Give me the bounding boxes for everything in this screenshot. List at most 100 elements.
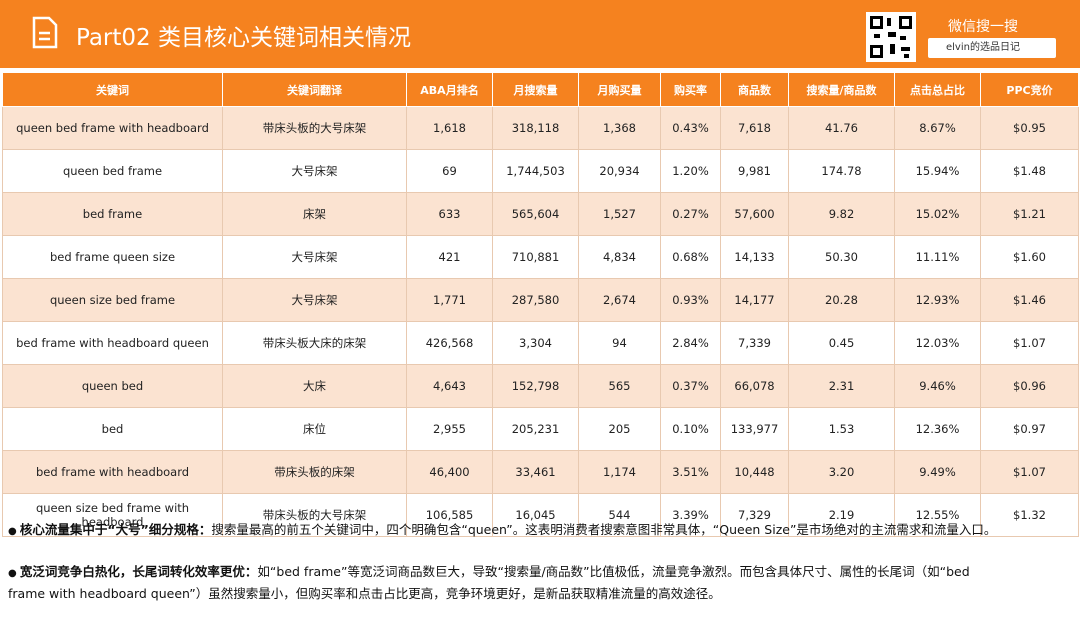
table-row: queen size bed frame with headboard 带床头板的… [2, 493, 1079, 537]
table-cell: queen bed frame [2, 149, 223, 193]
table-cell: 544 [578, 493, 661, 537]
table-cell: 12.03% [894, 321, 981, 365]
table-cell: 1,744,503 [492, 149, 579, 193]
table-cell: 33,461 [492, 450, 579, 494]
table-cell: 12.36% [894, 407, 981, 451]
table-cell: 大号床架 [222, 235, 407, 279]
table-cell: 10,448 [720, 450, 789, 494]
table-cell: 3.20 [788, 450, 895, 494]
table-cell: 106,585 [406, 493, 493, 537]
table-cell: 大床 [222, 364, 407, 408]
table-cell: bed frame queen size [2, 235, 223, 279]
note: ● 宽泛词竞争白热化，长尾词转化效率更优：如“bed frame”等宽泛词商品数… [8, 562, 1008, 604]
column-header: 关键词翻译 [222, 72, 407, 107]
table-cell: queen bed frame with headboard [2, 106, 223, 150]
table-cell: 7,339 [720, 321, 789, 365]
note: ● 核心流量集中于“大号”细分规格：搜索量最高的前五个关键词中，四个明确包含“q… [8, 520, 1008, 542]
column-header: 搜索量/商品数 [788, 72, 895, 107]
note-bold: 核心流量集中于“大号”细分规格： [19, 522, 212, 537]
table-cell: 带床头板的大号床架 [222, 493, 407, 537]
table-cell: 1.53 [788, 407, 895, 451]
notes: ● 核心流量集中于“大号”细分规格：搜索量最高的前五个关键词中，四个明确包含“q… [8, 520, 1008, 624]
bullet: ● [8, 568, 20, 579]
table-cell: 12.93% [894, 278, 981, 322]
table-row: bed 床位 2,955 205,231 205 0.10% 133,977 1.53 12.3… [2, 407, 1079, 451]
table-cell: 152,798 [492, 364, 579, 408]
search-text: elvin的选品日记 [946, 42, 1020, 53]
table-row: queen bed frame with headboard 带床头板的大号床架 1… [2, 106, 1079, 150]
table-cell: 0.68% [660, 235, 721, 279]
page: Part02 类目核心关键词相关情况 微信搜一搜 elvin的选品日记 关键词关… [0, 0, 1080, 601]
table-cell: 9.49% [894, 450, 981, 494]
table-cell: queen bed [2, 364, 223, 408]
table-cell: 421 [406, 235, 493, 279]
table-cell: 9,981 [720, 149, 789, 193]
table-cell: 46,400 [406, 450, 493, 494]
table-cell: 1,527 [578, 192, 661, 236]
table-row: queen bed frame 大号床架 69 1,744,503 20,934 1.20… [2, 149, 1079, 193]
table-cell: 16,045 [492, 493, 579, 537]
table-cell: 133,977 [720, 407, 789, 451]
table-cell: 3.39% [660, 493, 721, 537]
table-cell: 426,568 [406, 321, 493, 365]
table-cell: bed [2, 407, 223, 451]
table-cell: 1,771 [406, 278, 493, 322]
column-header: 购买率 [660, 72, 721, 107]
table-cell: 205 [578, 407, 661, 451]
table-cell: 15.94% [894, 149, 981, 193]
table-cell: 带床头板的大号床架 [222, 106, 407, 150]
table-cell: $1.48 [980, 149, 1079, 193]
table-cell: bed frame [2, 192, 223, 236]
table-cell: 287,580 [492, 278, 579, 322]
header-bar: Part02 类目核心关键词相关情况 微信搜一搜 elvin的选品日记 [0, 0, 1080, 68]
doc-icon [32, 16, 58, 49]
table-cell: 带床头板的床架 [222, 450, 407, 494]
qr-code [866, 12, 916, 62]
table-cell: 2,674 [578, 278, 661, 322]
table-cell: 710,881 [492, 235, 579, 279]
table-cell: 14,133 [720, 235, 789, 279]
table-cell: 12.55% [894, 493, 981, 537]
page-title: Part02 类目核心关键词相关情况 [76, 25, 411, 51]
table-cell: 大号床架 [222, 149, 407, 193]
table-cell: $0.97 [980, 407, 1079, 451]
table-cell: 41.76 [788, 106, 895, 150]
table-cell: 94 [578, 321, 661, 365]
table-row: bed frame with headboard 带床头板的床架 46,400 33,… [2, 450, 1079, 494]
table-cell: 20,934 [578, 149, 661, 193]
column-header: 月购买量 [578, 72, 661, 107]
bullet: ● [8, 526, 20, 537]
table-cell: $0.96 [980, 364, 1079, 408]
note-bold: 宽泛词竞争白热化，长尾词转化效率更优： [19, 564, 258, 579]
table-cell: 69 [406, 149, 493, 193]
table-row: queen size bed frame 大号床架 1,771 287,580 2,67… [2, 278, 1079, 322]
table-cell: 11.11% [894, 235, 981, 279]
table-cell: 8.67% [894, 106, 981, 150]
table-cell: 633 [406, 192, 493, 236]
table-cell: 7,618 [720, 106, 789, 150]
table-cell: 0.43% [660, 106, 721, 150]
table-cell: 1.20% [660, 149, 721, 193]
table-cell: bed frame with headboard queen [2, 321, 223, 365]
table-cell: 57,600 [720, 192, 789, 236]
column-header: ABA月排名 [406, 72, 493, 107]
table-cell: 大号床架 [222, 278, 407, 322]
table-cell: 1,618 [406, 106, 493, 150]
table-cell: 0.93% [660, 278, 721, 322]
table-row: bed frame 床架 633 565,604 1,527 0.27% 57,600 9.8… [2, 192, 1079, 236]
table-cell: 565 [578, 364, 661, 408]
column-header: 关键词 [2, 72, 223, 107]
table-cell: 9.82 [788, 192, 895, 236]
table-cell: queen size bed frame with headboard [2, 493, 223, 537]
wechat-label: 微信搜一搜 [948, 19, 1018, 35]
note-text: 如“bed frame”等宽泛词商品数巨大，导致“搜索量/商品数”比值极低，流量… [8, 564, 970, 601]
table-cell: $1.21 [980, 192, 1079, 236]
table-cell: $1.46 [980, 278, 1079, 322]
table-cell: 4,834 [578, 235, 661, 279]
search-box[interactable]: elvin的选品日记 [928, 38, 1056, 58]
table-cell: 床架 [222, 192, 407, 236]
table-cell: 床位 [222, 407, 407, 451]
column-header: PPC竞价 [980, 72, 1079, 107]
table-cell: 3.51% [660, 450, 721, 494]
table-cell: 1,368 [578, 106, 661, 150]
